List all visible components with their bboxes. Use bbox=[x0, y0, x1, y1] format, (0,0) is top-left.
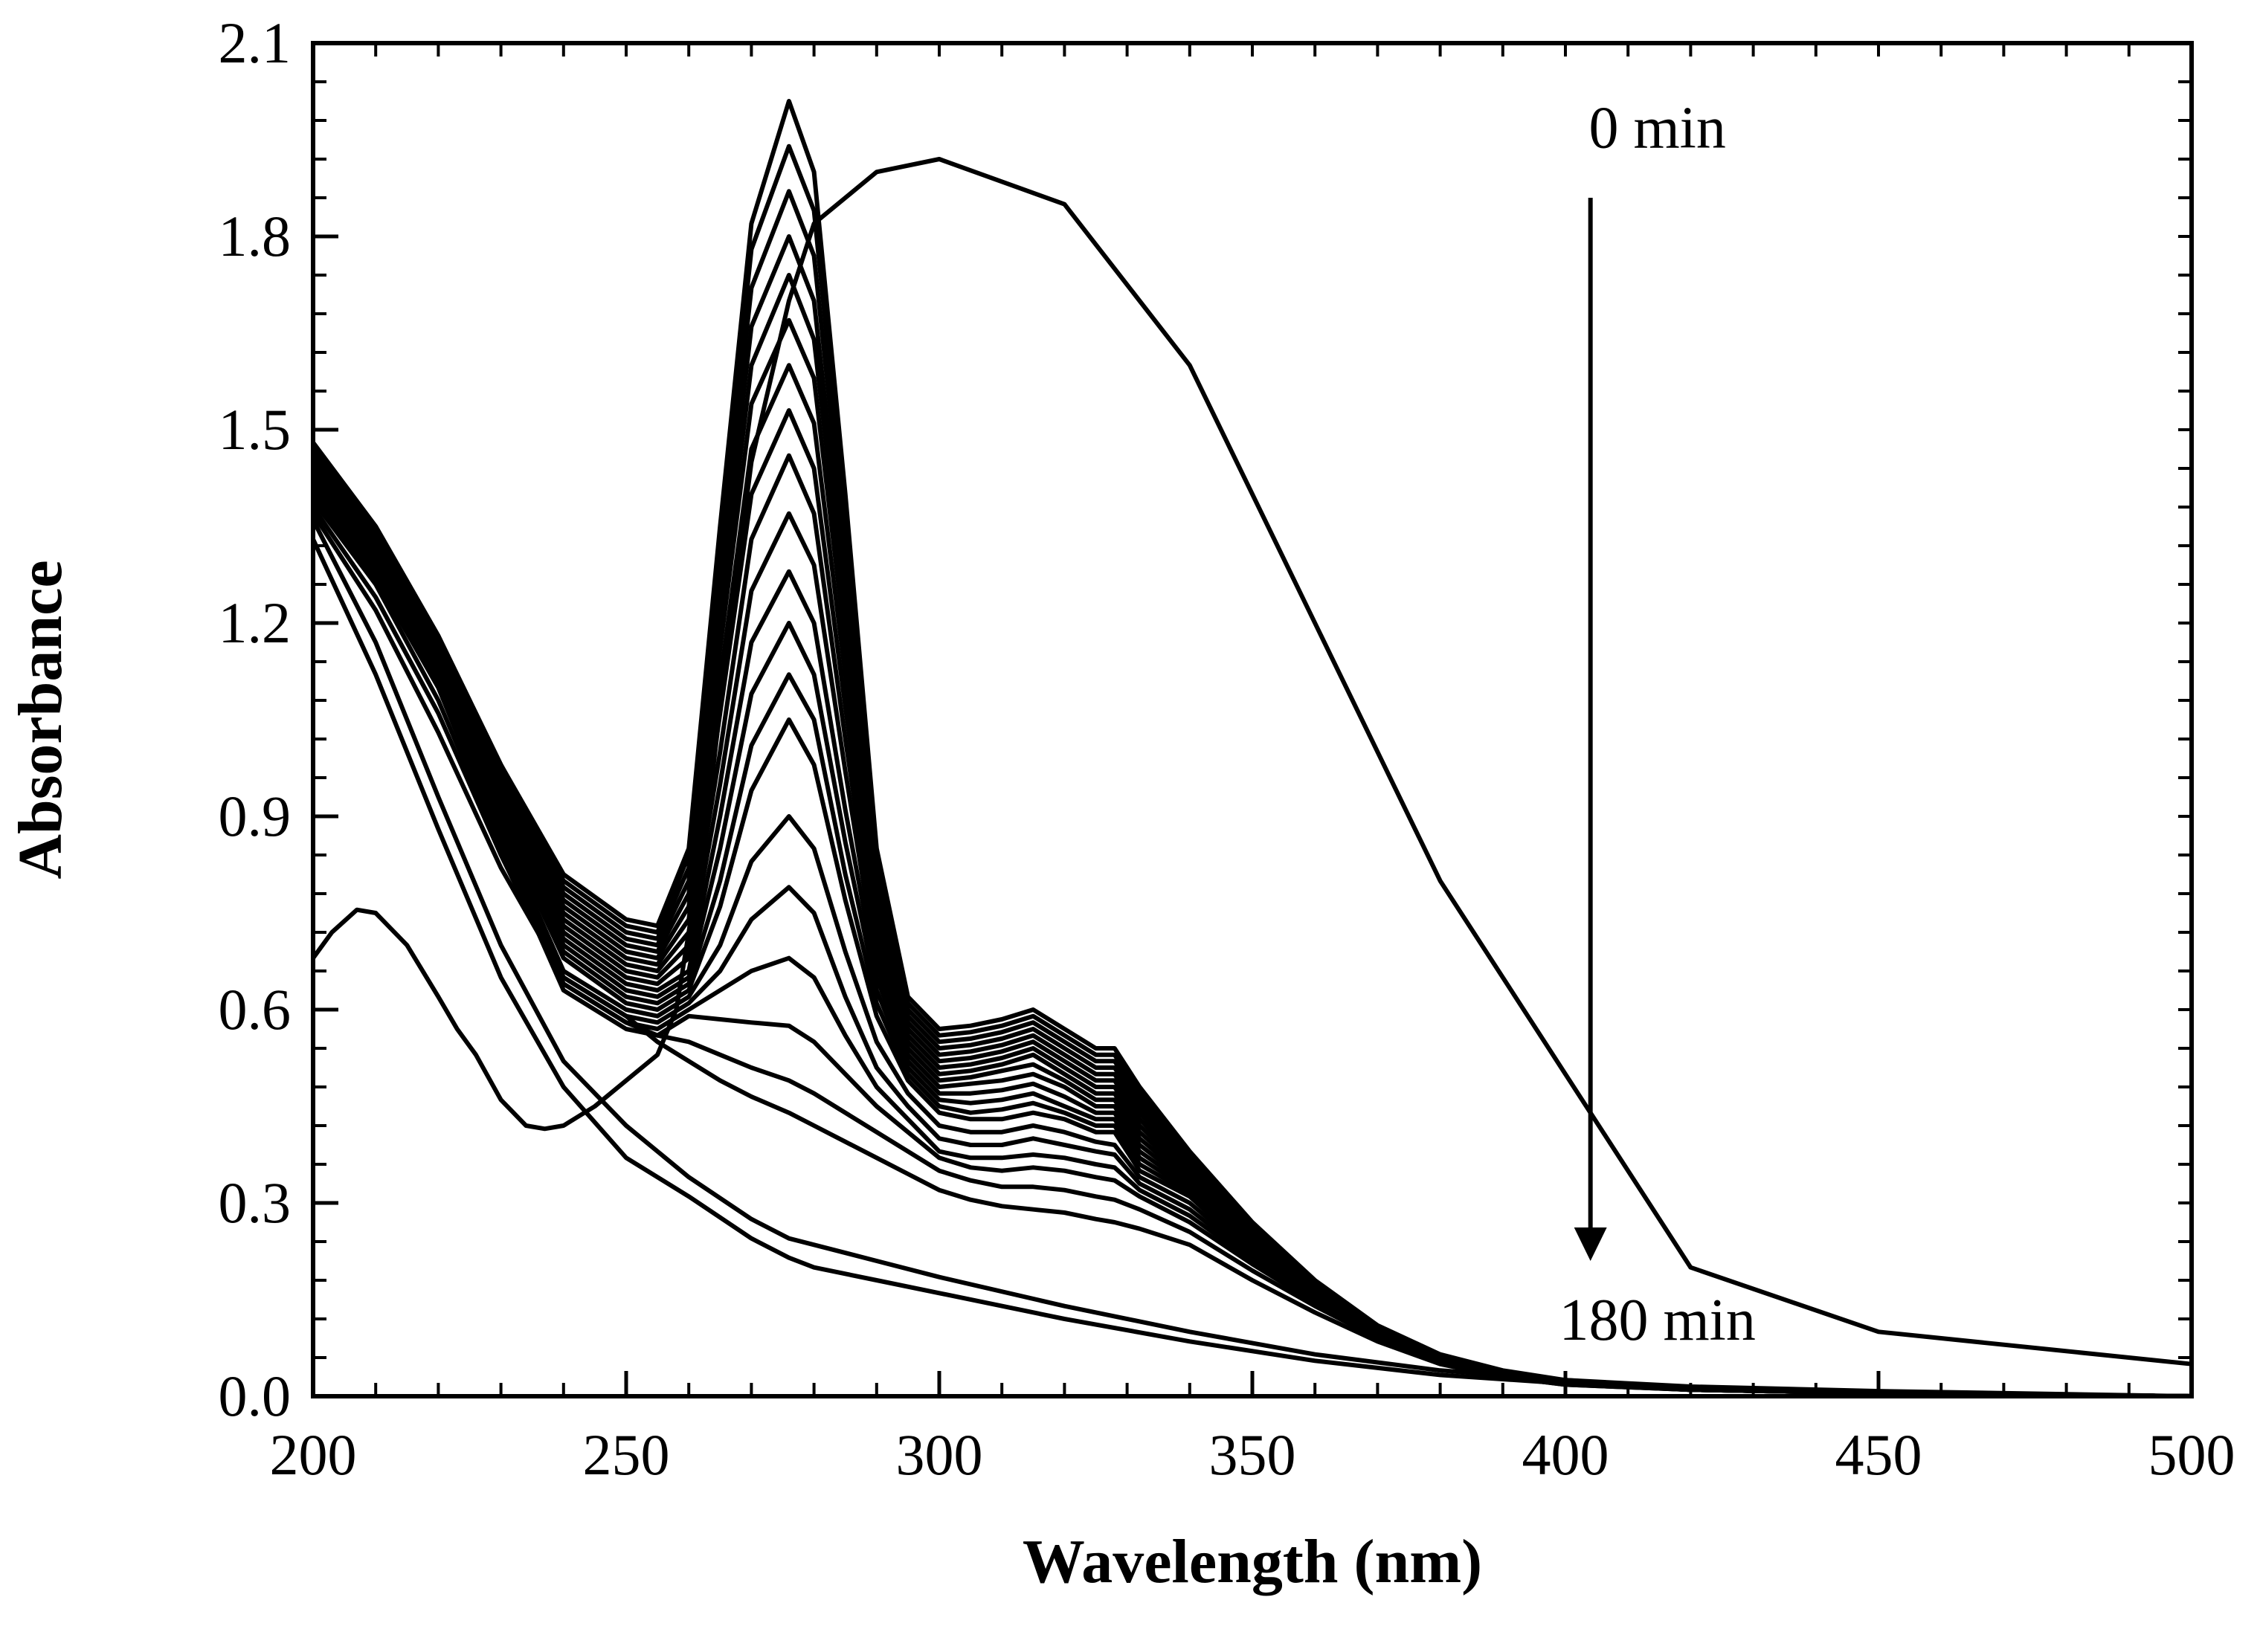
spectrum-line-20 bbox=[311, 511, 2194, 1398]
spectra-curves bbox=[311, 99, 2194, 1398]
y-tick-label: 0.9 bbox=[219, 784, 292, 848]
y-tick-labels: 0.0 0.3 0.6 0.9 1.2 1.5 1.8 2.1 bbox=[219, 10, 292, 1428]
y-tick-label: 1.8 bbox=[219, 204, 292, 268]
x-tick-label: 250 bbox=[583, 1422, 670, 1487]
y-axis-title: Absorbance bbox=[6, 560, 75, 879]
y-tick-label: 1.2 bbox=[219, 590, 292, 655]
x-tick-label: 350 bbox=[1209, 1422, 1296, 1487]
y-tick-label: 0.3 bbox=[219, 1170, 292, 1235]
annotation-end-time: 180 min bbox=[1559, 1288, 1755, 1353]
x-tick-label: 200 bbox=[270, 1422, 357, 1487]
spectrum-line-22 bbox=[311, 537, 2194, 1398]
x-tick-label: 500 bbox=[2148, 1422, 2235, 1487]
plot-frame bbox=[311, 41, 2194, 1398]
x-axis-title: Wavelength (nm) bbox=[1023, 1527, 1482, 1596]
y-tick-label: 0.0 bbox=[219, 1364, 292, 1428]
annotations: 0 min 180 min bbox=[1559, 96, 1755, 1353]
spectrum-line-21 bbox=[311, 517, 2194, 1398]
y-tick-label: 2.1 bbox=[219, 10, 292, 75]
x-tick-label: 300 bbox=[896, 1422, 983, 1487]
spectrum-line-23 bbox=[311, 157, 2194, 1367]
time-arrow-head bbox=[1574, 1227, 1607, 1261]
x-tick-label: 450 bbox=[1835, 1422, 1922, 1487]
y-tick-label: 1.5 bbox=[219, 397, 292, 462]
annotation-start-time: 0 min bbox=[1588, 96, 1725, 161]
x-tick-label: 400 bbox=[1522, 1422, 1609, 1487]
y-tick-label: 0.6 bbox=[219, 977, 292, 1042]
x-tick-labels: 200 250 300 350 400 450 500 bbox=[270, 1422, 2235, 1487]
